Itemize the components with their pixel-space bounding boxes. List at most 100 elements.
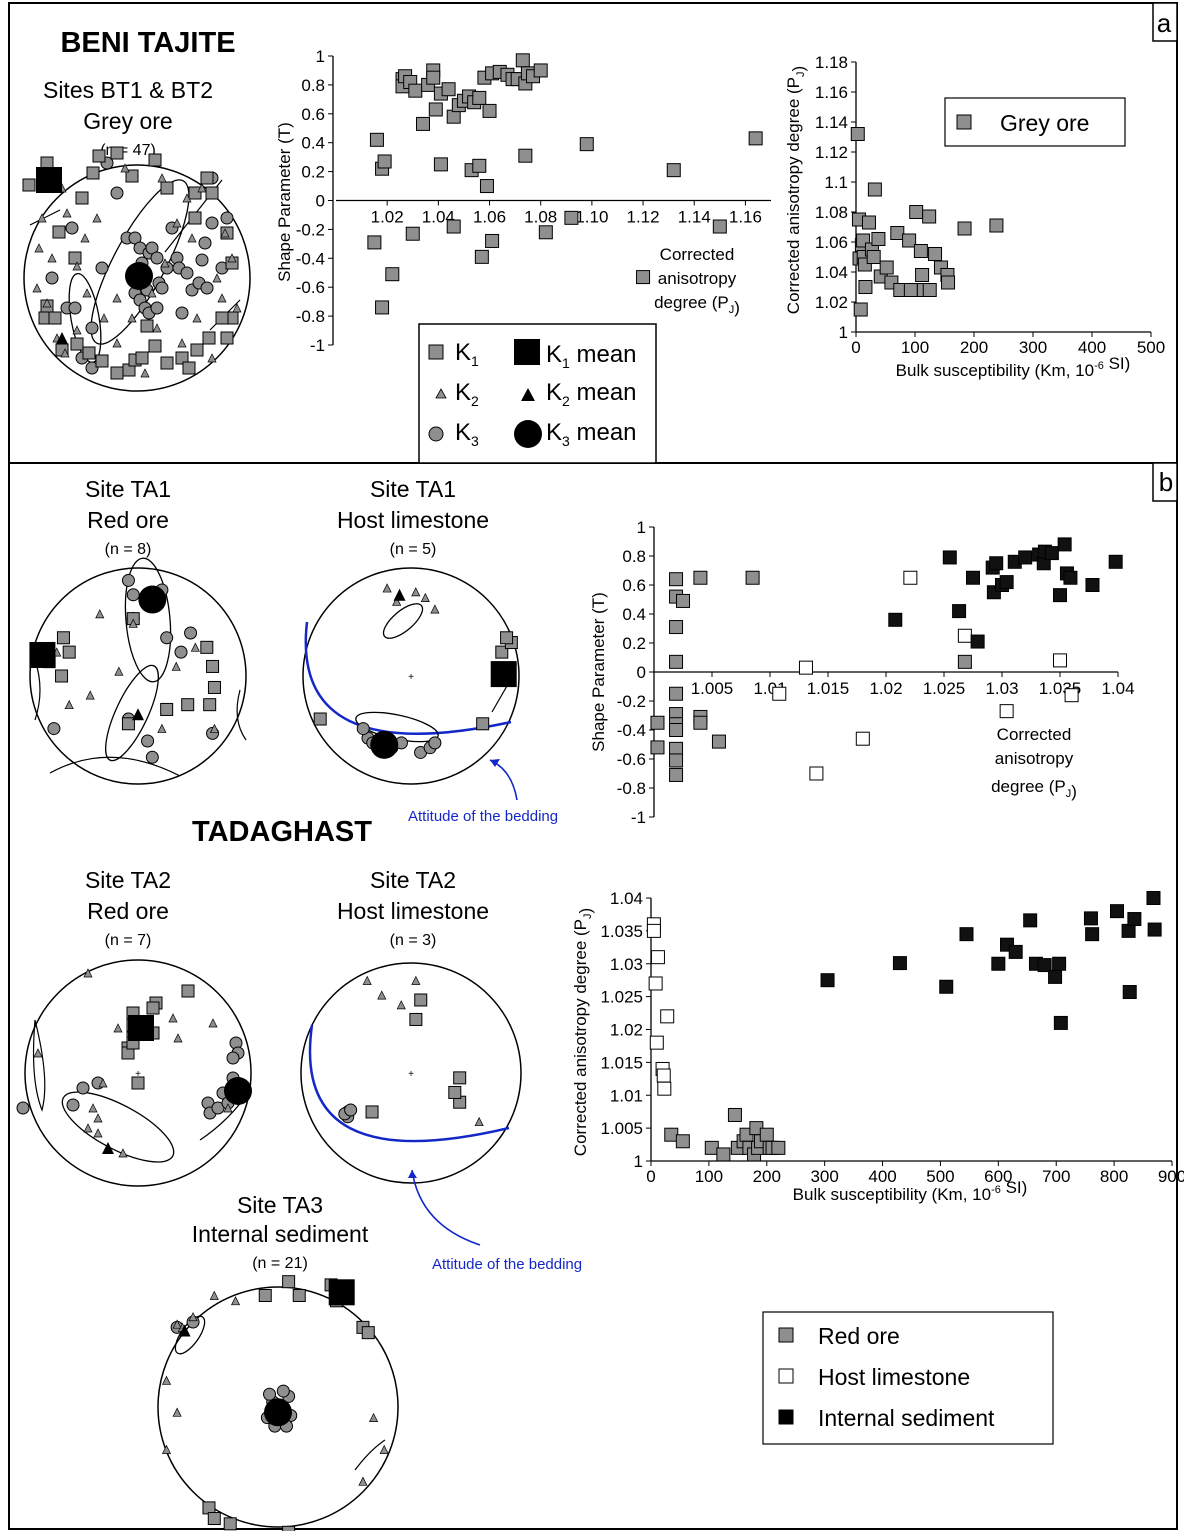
data-point	[957, 628, 972, 643]
y-tick-label: 1	[316, 47, 325, 66]
k3-point	[126, 588, 140, 602]
k2-point	[227, 253, 237, 263]
ta3-title: Site TA3	[237, 1192, 323, 1218]
k2-point	[98, 1078, 108, 1088]
k1-point	[68, 251, 82, 265]
k1-point	[92, 149, 106, 163]
x-tick-label: 400	[1078, 338, 1106, 357]
k2-point	[188, 1311, 198, 1322]
y-tick-label: 1.18	[815, 53, 848, 72]
k1-point	[414, 993, 428, 1007]
data-point	[1023, 913, 1038, 928]
k2-point	[182, 193, 192, 203]
data-point	[748, 131, 763, 146]
data-point	[664, 1127, 679, 1142]
data-point	[1052, 956, 1067, 971]
x-tick-label: 100	[901, 338, 929, 357]
k1-point	[55, 669, 69, 683]
k1-point	[86, 166, 100, 180]
bedding-arrow-ta2	[411, 1169, 481, 1246]
k1-point	[181, 984, 195, 998]
data-point	[867, 182, 882, 197]
data-point	[646, 923, 661, 938]
k3-point	[344, 1103, 358, 1117]
x-tick-label: 1.16	[729, 208, 762, 227]
k1-point	[148, 153, 162, 167]
ta2-host-subtitle: Host limestone	[337, 898, 489, 924]
k1-point	[148, 339, 162, 353]
k2-point	[88, 1103, 98, 1113]
data-point	[952, 604, 967, 619]
k1-point	[202, 331, 216, 345]
k3-point	[95, 261, 109, 275]
k1-point	[48, 311, 62, 325]
k2-point	[92, 213, 102, 223]
x-axis-label: degree (PJ)	[991, 777, 1077, 801]
k1-point	[205, 186, 219, 200]
k2-mean	[102, 1142, 114, 1154]
k2-point	[62, 208, 72, 218]
k1-point	[160, 356, 174, 370]
k2-point	[379, 1444, 389, 1454]
k2-point	[187, 233, 197, 243]
k3-point	[150, 301, 164, 315]
data-point	[649, 1035, 664, 1050]
k1-point	[220, 331, 234, 345]
y-tick-label: 0.2	[622, 634, 646, 653]
data-point	[915, 268, 930, 282]
data-point	[426, 70, 441, 85]
x-tick-label: 400	[868, 1167, 896, 1186]
y-tick-label: -0.8	[617, 779, 646, 798]
k1-point	[140, 319, 154, 333]
data-point	[909, 205, 924, 219]
k3-point	[47, 722, 61, 736]
y-tick-label: 0	[637, 663, 646, 682]
data-point	[1057, 537, 1072, 552]
k2-point	[47, 253, 57, 263]
data-point	[1127, 912, 1142, 927]
k2-point	[33, 1048, 43, 1058]
data-point	[474, 249, 489, 264]
data-point	[564, 210, 579, 225]
data-point	[959, 927, 974, 942]
ta1-red-subtitle: Red ore	[87, 507, 169, 533]
data-point	[745, 570, 760, 585]
data-point	[1048, 969, 1063, 984]
data-point	[798, 660, 813, 675]
y-axis-label: Shape Parameter (T)	[589, 592, 608, 752]
k2-point	[171, 661, 181, 671]
data-point	[1063, 570, 1078, 585]
data-point	[991, 956, 1006, 971]
x-tick-label: 1.005	[691, 679, 734, 698]
k1-point	[22, 178, 36, 192]
x-tick-label: 300	[810, 1167, 838, 1186]
data-point	[676, 593, 690, 608]
data-point	[416, 116, 430, 131]
y-tick-label: 0.4	[301, 134, 325, 153]
k2-point	[64, 699, 74, 710]
y-tick-label: -0.2	[617, 692, 646, 711]
k3-point	[220, 211, 234, 225]
data-point	[579, 137, 594, 152]
k1-point	[70, 337, 84, 351]
data-point	[892, 956, 907, 971]
k2-point	[358, 1476, 368, 1486]
k3-point	[195, 253, 209, 267]
k1-point	[365, 1105, 379, 1119]
data-point	[1018, 550, 1033, 565]
ta1-host-title: Site TA1	[370, 476, 456, 502]
y-tick-label: 1.1	[824, 173, 848, 192]
k3-point	[198, 236, 212, 250]
k1-point	[282, 1275, 296, 1289]
x-tick-label: 900	[1158, 1167, 1184, 1186]
chart-a-shape-vs-anisotropy: -1 -0.8 -0.6 -0.4 -0.2 0 0.2 0.4 0.6 0.8 1 1.02 1.04…	[275, 47, 771, 355]
y-tick-label: -1	[631, 808, 646, 827]
bedding-note-ta1: Attitude of the bedding	[408, 808, 558, 825]
y-tick-label: 1.03	[610, 955, 643, 974]
data-point	[405, 226, 420, 241]
stereonet-ta1-host: +	[302, 567, 520, 785]
x-tick-label: 1.02	[371, 208, 404, 227]
data-point	[377, 154, 392, 169]
k1-point	[121, 717, 135, 731]
data-point	[922, 283, 937, 297]
